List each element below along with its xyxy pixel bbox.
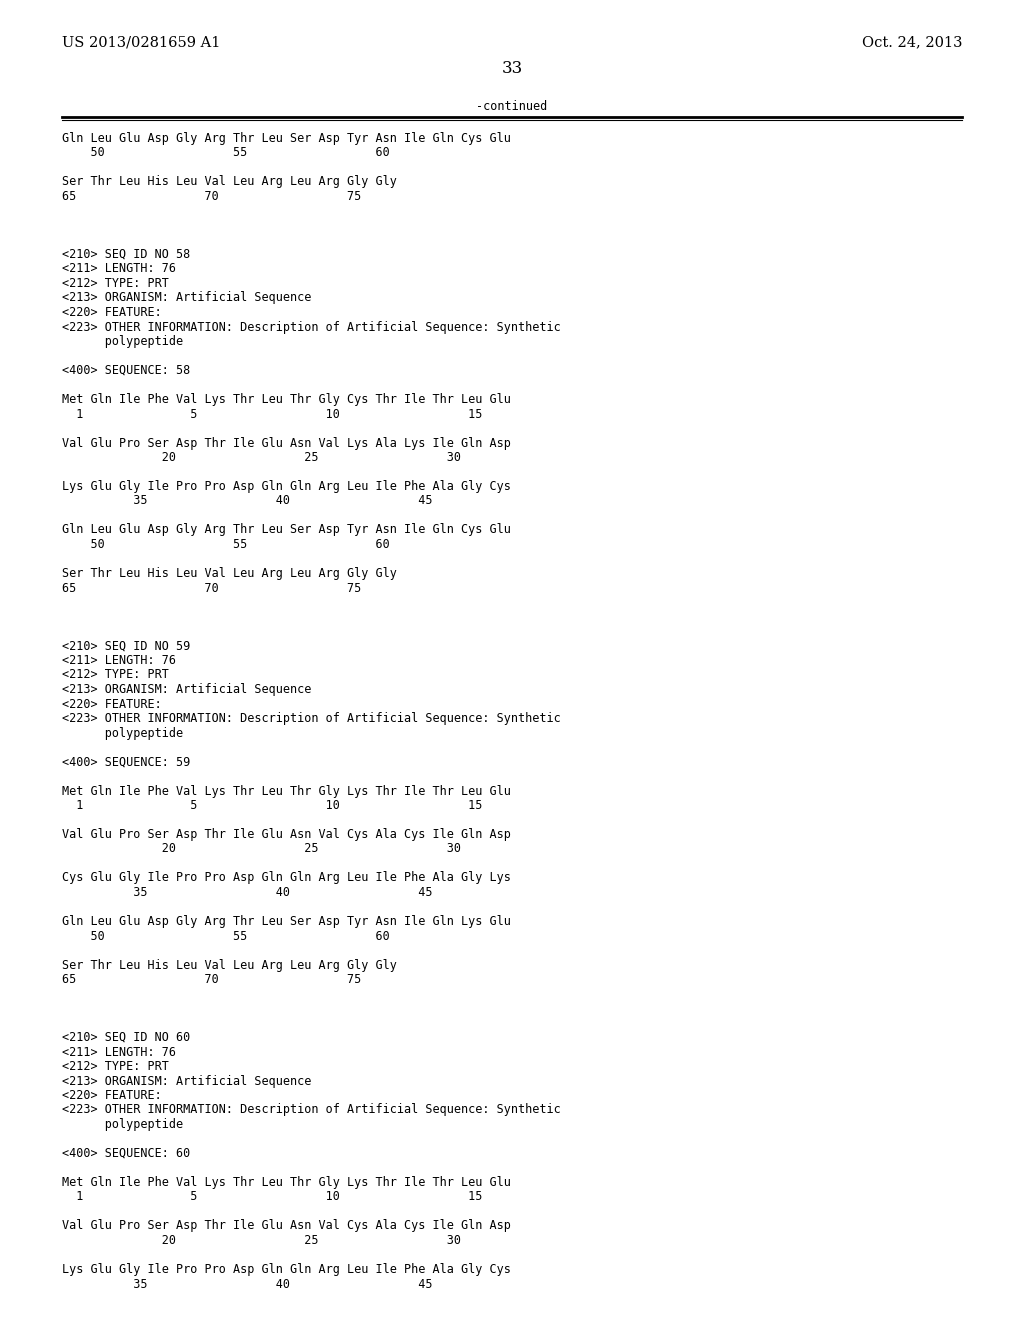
Text: polypeptide: polypeptide (62, 726, 183, 739)
Text: <220> FEATURE:: <220> FEATURE: (62, 1089, 162, 1102)
Text: <211> LENGTH: 76: <211> LENGTH: 76 (62, 653, 176, 667)
Text: <213> ORGANISM: Artificial Sequence: <213> ORGANISM: Artificial Sequence (62, 292, 311, 305)
Text: <212> TYPE: PRT: <212> TYPE: PRT (62, 1060, 169, 1073)
Text: <211> LENGTH: 76: <211> LENGTH: 76 (62, 1045, 176, 1059)
Text: 65                  70                  75: 65 70 75 (62, 190, 361, 203)
Text: <220> FEATURE:: <220> FEATURE: (62, 306, 162, 319)
Text: Cys Glu Gly Ile Pro Pro Asp Gln Gln Arg Leu Ile Phe Ala Gly Lys: Cys Glu Gly Ile Pro Pro Asp Gln Gln Arg … (62, 871, 511, 884)
Text: 35                  40                  45: 35 40 45 (62, 1278, 432, 1291)
Text: <210> SEQ ID NO 59: <210> SEQ ID NO 59 (62, 639, 190, 652)
Text: Met Gln Ile Phe Val Lys Thr Leu Thr Gly Cys Thr Ile Thr Leu Glu: Met Gln Ile Phe Val Lys Thr Leu Thr Gly … (62, 393, 511, 407)
Text: 50                  55                  60: 50 55 60 (62, 147, 390, 160)
Text: Ser Thr Leu His Leu Val Leu Arg Leu Arg Gly Gly: Ser Thr Leu His Leu Val Leu Arg Leu Arg … (62, 176, 397, 189)
Text: Gln Leu Glu Asp Gly Arg Thr Leu Ser Asp Tyr Asn Ile Gln Cys Glu: Gln Leu Glu Asp Gly Arg Thr Leu Ser Asp … (62, 524, 511, 536)
Text: <223> OTHER INFORMATION: Description of Artificial Sequence: Synthetic: <223> OTHER INFORMATION: Description of … (62, 711, 561, 725)
Text: Ser Thr Leu His Leu Val Leu Arg Leu Arg Gly Gly: Ser Thr Leu His Leu Val Leu Arg Leu Arg … (62, 958, 397, 972)
Text: Oct. 24, 2013: Oct. 24, 2013 (861, 36, 962, 49)
Text: <400> SEQUENCE: 60: <400> SEQUENCE: 60 (62, 1147, 190, 1160)
Text: Ser Thr Leu His Leu Val Leu Arg Leu Arg Gly Gly: Ser Thr Leu His Leu Val Leu Arg Leu Arg … (62, 568, 397, 579)
Text: Met Gln Ile Phe Val Lys Thr Leu Thr Gly Lys Thr Ile Thr Leu Glu: Met Gln Ile Phe Val Lys Thr Leu Thr Gly … (62, 784, 511, 797)
Text: <220> FEATURE:: <220> FEATURE: (62, 697, 162, 710)
Text: <212> TYPE: PRT: <212> TYPE: PRT (62, 277, 169, 290)
Text: 1               5                  10                  15: 1 5 10 15 (62, 408, 482, 421)
Text: 65                  70                  75: 65 70 75 (62, 582, 361, 594)
Text: 20                  25                  30: 20 25 30 (62, 451, 461, 465)
Text: Val Glu Pro Ser Asp Thr Ile Glu Asn Val Lys Ala Lys Ile Gln Asp: Val Glu Pro Ser Asp Thr Ile Glu Asn Val … (62, 437, 511, 450)
Text: 50                  55                  60: 50 55 60 (62, 929, 390, 942)
Text: 50                  55                  60: 50 55 60 (62, 539, 390, 550)
Text: <213> ORGANISM: Artificial Sequence: <213> ORGANISM: Artificial Sequence (62, 682, 311, 696)
Text: Lys Glu Gly Ile Pro Pro Asp Gln Gln Arg Leu Ile Phe Ala Gly Cys: Lys Glu Gly Ile Pro Pro Asp Gln Gln Arg … (62, 480, 511, 492)
Text: <223> OTHER INFORMATION: Description of Artificial Sequence: Synthetic: <223> OTHER INFORMATION: Description of … (62, 1104, 561, 1117)
Text: 1               5                  10                  15: 1 5 10 15 (62, 799, 482, 812)
Text: polypeptide: polypeptide (62, 1118, 183, 1131)
Text: Val Glu Pro Ser Asp Thr Ile Glu Asn Val Cys Ala Cys Ile Gln Asp: Val Glu Pro Ser Asp Thr Ile Glu Asn Val … (62, 828, 511, 841)
Text: Lys Glu Gly Ile Pro Pro Asp Gln Gln Arg Leu Ile Phe Ala Gly Cys: Lys Glu Gly Ile Pro Pro Asp Gln Gln Arg … (62, 1263, 511, 1276)
Text: 33: 33 (502, 59, 522, 77)
Text: polypeptide: polypeptide (62, 335, 183, 348)
Text: <211> LENGTH: 76: <211> LENGTH: 76 (62, 263, 176, 276)
Text: <212> TYPE: PRT: <212> TYPE: PRT (62, 668, 169, 681)
Text: 65                  70                  75: 65 70 75 (62, 973, 361, 986)
Text: <213> ORGANISM: Artificial Sequence: <213> ORGANISM: Artificial Sequence (62, 1074, 311, 1088)
Text: Val Glu Pro Ser Asp Thr Ile Glu Asn Val Cys Ala Cys Ile Gln Asp: Val Glu Pro Ser Asp Thr Ile Glu Asn Val … (62, 1220, 511, 1233)
Text: <210> SEQ ID NO 58: <210> SEQ ID NO 58 (62, 248, 190, 261)
Text: <223> OTHER INFORMATION: Description of Artificial Sequence: Synthetic: <223> OTHER INFORMATION: Description of … (62, 321, 561, 334)
Text: 20                  25                  30: 20 25 30 (62, 1234, 461, 1247)
Text: <400> SEQUENCE: 58: <400> SEQUENCE: 58 (62, 364, 190, 378)
Text: Gln Leu Glu Asp Gly Arg Thr Leu Ser Asp Tyr Asn Ile Gln Lys Glu: Gln Leu Glu Asp Gly Arg Thr Leu Ser Asp … (62, 915, 511, 928)
Text: <210> SEQ ID NO 60: <210> SEQ ID NO 60 (62, 1031, 190, 1044)
Text: Met Gln Ile Phe Val Lys Thr Leu Thr Gly Lys Thr Ile Thr Leu Glu: Met Gln Ile Phe Val Lys Thr Leu Thr Gly … (62, 1176, 511, 1189)
Text: -continued: -continued (476, 100, 548, 114)
Text: 1               5                  10                  15: 1 5 10 15 (62, 1191, 482, 1204)
Text: <400> SEQUENCE: 59: <400> SEQUENCE: 59 (62, 755, 190, 768)
Text: 20                  25                  30: 20 25 30 (62, 842, 461, 855)
Text: 35                  40                  45: 35 40 45 (62, 495, 432, 507)
Text: 35                  40                  45: 35 40 45 (62, 886, 432, 899)
Text: Gln Leu Glu Asp Gly Arg Thr Leu Ser Asp Tyr Asn Ile Gln Cys Glu: Gln Leu Glu Asp Gly Arg Thr Leu Ser Asp … (62, 132, 511, 145)
Text: US 2013/0281659 A1: US 2013/0281659 A1 (62, 36, 220, 49)
